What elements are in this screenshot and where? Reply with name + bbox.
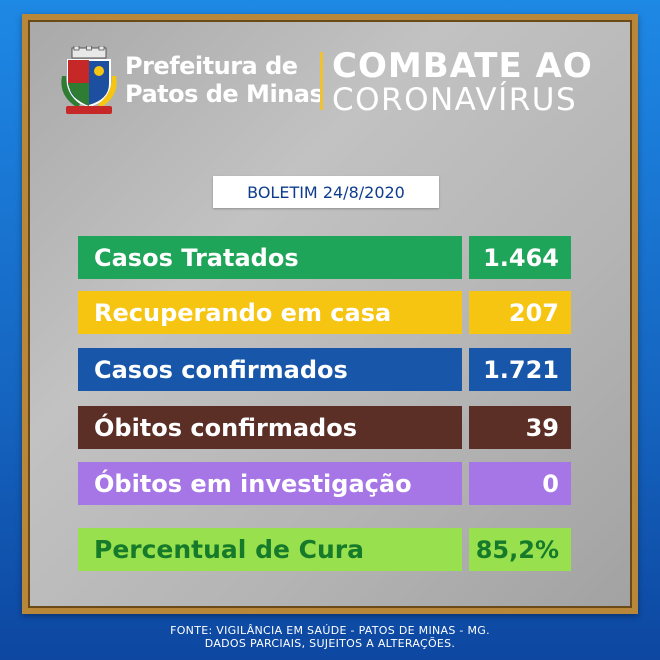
- prefeitura-title-line1: Prefeitura de: [125, 52, 298, 80]
- stat-row-casos-tratados: Casos Tratados 1.464: [78, 236, 571, 279]
- footer-line1: FONTE: VIGILÂNCIA EM SAÚDE - PATOS DE MI…: [170, 624, 490, 637]
- stat-label: Óbitos confirmados: [78, 406, 462, 449]
- stat-value: 85,2%: [469, 528, 571, 571]
- bulletin-frame: Prefeitura de Patos de Minas COMBATE AO …: [22, 14, 638, 614]
- prefeitura-title-line2: Patos de Minas: [125, 80, 324, 108]
- stat-label: Percentual de Cura: [78, 528, 462, 571]
- stat-label: Casos Tratados: [78, 236, 462, 279]
- header-divider: [320, 52, 323, 110]
- campaign-title-line2: CORONAVÍRUS: [332, 82, 578, 118]
- stat-value: 0: [469, 462, 571, 505]
- stat-value: 1.464: [469, 236, 571, 279]
- stat-value: 207: [469, 291, 571, 334]
- header: Prefeitura de Patos de Minas COMBATE AO …: [28, 42, 632, 122]
- stat-label: Óbitos em investigação: [78, 462, 462, 505]
- stat-row-recuperando: Recuperando em casa 207: [78, 291, 571, 334]
- stat-label: Recuperando em casa: [78, 291, 462, 334]
- source-footer: FONTE: VIGILÂNCIA EM SAÚDE - PATOS DE MI…: [0, 624, 660, 650]
- stat-value: 39: [469, 406, 571, 449]
- stat-value: 1.721: [469, 348, 571, 391]
- campaign-title-line1: COMBATE AO: [332, 46, 593, 86]
- municipal-coat-of-arms-icon: [61, 46, 117, 114]
- stat-row-obitos-investigacao: Óbitos em investigação 0: [78, 462, 571, 505]
- stat-row-casos-confirmados: Casos confirmados 1.721: [78, 348, 571, 391]
- stat-row-obitos-confirmados: Óbitos confirmados 39: [78, 406, 571, 449]
- footer-line2: DADOS PARCIAIS, SUJEITOS A ALTERAÇÕES.: [204, 637, 456, 650]
- bulletin-date-badge: BOLETIM 24/8/2020: [213, 176, 439, 208]
- stat-label: Casos confirmados: [78, 348, 462, 391]
- stat-row-percentual-cura: Percentual de Cura 85,2%: [78, 528, 571, 571]
